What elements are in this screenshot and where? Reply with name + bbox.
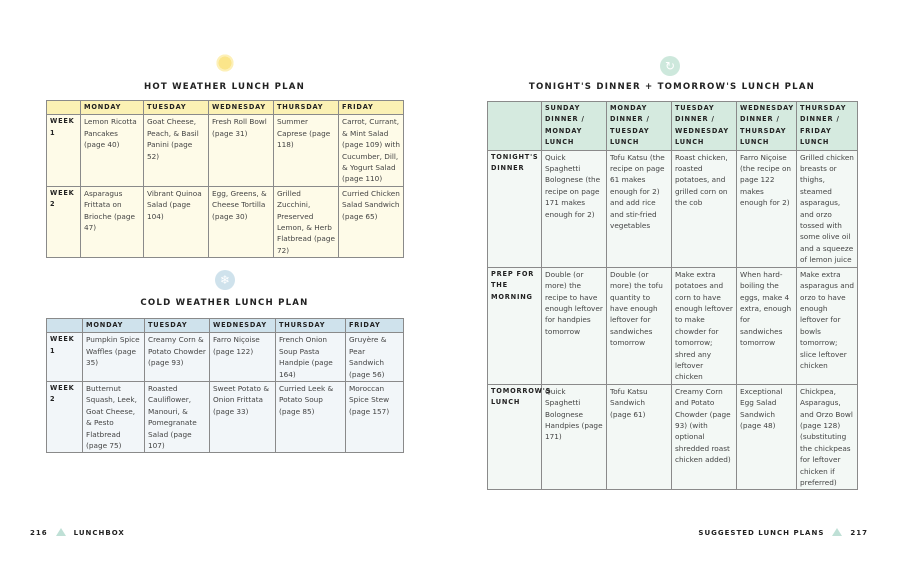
triangle-icon: [832, 528, 843, 536]
header-row: MONDAY TUESDAY WEDNESDAY THURSDAY FRIDAY: [46, 317, 404, 334]
column-header: WEDNESDAY DINNER / THURSDAY LUNCH: [736, 101, 797, 151]
table-cell: Pumpkin Spice Waffles (page 35): [82, 332, 145, 383]
snowflake-icon: ❄: [215, 270, 235, 290]
page-number-left: 216: [30, 529, 48, 537]
table-cell: Double (or more) the tofu quantity to ha…: [606, 266, 672, 385]
table-cell: Butternut Squash, Leek, Goat Cheese, & P…: [82, 381, 145, 454]
table-cell: Tofu Katsu (the recipe on page 61 makes …: [606, 149, 672, 268]
table-cell: Fresh Roll Bowl (page 31): [208, 114, 274, 187]
table-row: WEEK 1 Pumpkin Spice Waffles (page 35) Cre…: [46, 332, 404, 383]
header-row: MONDAY TUESDAY WEDNESDAY THURSDAY FRIDAY: [46, 99, 404, 116]
column-header: TUESDAY: [143, 99, 209, 116]
sun-icon: [215, 53, 235, 73]
book-title: LUNCHBOX: [73, 529, 125, 537]
table-row: TONIGHT'S DINNER Quick Spaghetti Bolognes…: [487, 149, 858, 268]
table-cell: Double (or more) the recipe to have enou…: [541, 266, 607, 385]
table-cell: Lemon Ricotta Pancakes (page 40): [80, 114, 144, 187]
table-cell: Tofu Katsu Sandwich (page 61): [606, 383, 672, 491]
table-cell: Gruyère & Pear Sandwich (page 56): [345, 332, 404, 383]
column-header: WEDNESDAY: [209, 317, 276, 334]
cold-weather-table: MONDAY TUESDAY WEDNESDAY THURSDAY FRIDAY WEEK…: [46, 317, 404, 454]
table-cell: Creamy Corn and Potato Chowder (page 93)…: [671, 383, 737, 491]
column-header: SUNDAY DINNER / MONDAY LUNCH: [541, 101, 607, 151]
row-label: WEEK 2: [46, 185, 81, 259]
cold-weather-title: COLD WEATHER LUNCH PLAN: [140, 298, 309, 308]
footer-left: 216 LUNCHBOX: [30, 528, 125, 537]
table-cell: Summer Caprese (page 118): [273, 114, 339, 187]
row-label: TOMORROW'S LUNCH: [487, 383, 550, 491]
column-header: WEDNESDAY: [208, 99, 274, 116]
table-row: PREP FOR THE MORNING Double (or more) the…: [487, 266, 858, 385]
table-cell: Egg, Greens, & Cheese Tortilla (page 30): [208, 185, 274, 259]
page-number-right: 217: [850, 529, 868, 537]
column-header: [46, 99, 81, 116]
triangle-icon: [55, 528, 66, 536]
table-cell: Exceptional Egg Salad Sandwich (page 48): [736, 383, 797, 491]
dinner-lunch-table: SUNDAY DINNER / MONDAY LUNCH MONDAY DINNE…: [487, 101, 858, 491]
column-header: MONDAY: [82, 317, 145, 334]
row-label: WEEK 1: [46, 332, 83, 383]
column-header: TUESDAY: [144, 317, 210, 334]
row-label: PREP FOR THE MORNING: [487, 266, 542, 385]
table-cell: Farro Niçoise (page 122): [209, 332, 276, 383]
recycle-icon: ↻: [660, 56, 680, 76]
table-cell: Quick Spaghetti Bolognese Handpies (page…: [541, 383, 607, 491]
row-label: TONIGHT'S DINNER: [487, 149, 542, 268]
table-row: WEEK 2 Asparagus Frittata on Brioche (pag…: [46, 185, 404, 259]
table-row: TOMORROW'S LUNCH Quick Spaghetti Bolognes…: [487, 383, 858, 491]
dinner-lunch-title: TONIGHT'S DINNER + TOMORROW'S LUNCH PLAN: [528, 82, 816, 92]
table-cell: Asparagus Frittata on Brioche (page 47): [80, 185, 144, 259]
table-cell: Grilled Zucchini, Preserved Lemon, & Her…: [273, 185, 339, 259]
footer-right: SUGGESTED LUNCH PLANS 217: [698, 528, 868, 537]
table-cell: Creamy Corn & Potato Chowder (page 93): [144, 332, 210, 383]
table-cell: Chickpea, Asparagus, and Orzo Bowl (page…: [796, 383, 858, 491]
column-header: THURSDAY: [275, 317, 346, 334]
column-header: [487, 101, 542, 151]
table-cell: Sweet Potato & Onion Frittata (page 33): [209, 381, 276, 454]
chapter-title: SUGGESTED LUNCH PLANS: [698, 529, 825, 537]
table-row: WEEK 2 Butternut Squash, Leek, Goat Chees…: [46, 381, 404, 454]
hot-weather-title: HOT WEATHER LUNCH PLAN: [143, 82, 306, 92]
column-header: THURSDAY: [273, 99, 339, 116]
column-header: MONDAY: [80, 99, 144, 116]
table-cell: Make extra asparagus and orzo to have en…: [796, 266, 858, 385]
table-cell: Grilled chicken breasts or thighs, steam…: [796, 149, 858, 268]
row-label: WEEK 1: [46, 114, 81, 187]
table-cell: Curried Leek & Potato Soup (page 85): [275, 381, 346, 454]
row-label: WEEK 2: [46, 381, 83, 454]
header-row: SUNDAY DINNER / MONDAY LUNCH MONDAY DINNE…: [487, 101, 858, 151]
column-header: FRIDAY: [338, 99, 404, 116]
table-row: WEEK 1 Lemon Ricotta Pancakes (page 40) Go…: [46, 114, 404, 187]
table-cell: Quick Spaghetti Bolognese (the recipe on…: [541, 149, 607, 268]
table-cell: Roast chicken, roasted potatoes, and gri…: [671, 149, 737, 268]
column-header: MONDAY DINNER / TUESDAY LUNCH: [606, 101, 672, 151]
column-header: [46, 317, 83, 334]
table-cell: When hard-boiling the eggs, make 4 extra…: [736, 266, 797, 385]
table-cell: Goat Cheese, Peach, & Basil Panini (page…: [143, 114, 209, 187]
table-cell: Make extra potatoes and corn to have eno…: [671, 266, 737, 385]
table-cell: Carrot, Currant, & Mint Salad (page 109)…: [338, 114, 404, 187]
table-cell: Roasted Cauliflower, Manouri, & Pomegran…: [144, 381, 210, 454]
table-cell: Farro Niçoise (the recipe on page 122 ma…: [736, 149, 797, 268]
table-cell: Vibrant Quinoa Salad (page 104): [143, 185, 209, 259]
table-cell: French Onion Soup Pasta Handpie (page 16…: [275, 332, 346, 383]
hot-weather-table: MONDAY TUESDAY WEDNESDAY THURSDAY FRIDAY WEEK…: [46, 99, 404, 259]
table-cell: Moroccan Spice Stew (page 157): [345, 381, 404, 454]
table-cell: Curried Chicken Salad Sandwich (page 65): [338, 185, 404, 259]
column-header: THURSDAY DINNER / FRIDAY LUNCH: [796, 101, 858, 151]
column-header: TUESDAY DINNER / WEDNESDAY LUNCH: [671, 101, 737, 151]
column-header: FRIDAY: [345, 317, 404, 334]
